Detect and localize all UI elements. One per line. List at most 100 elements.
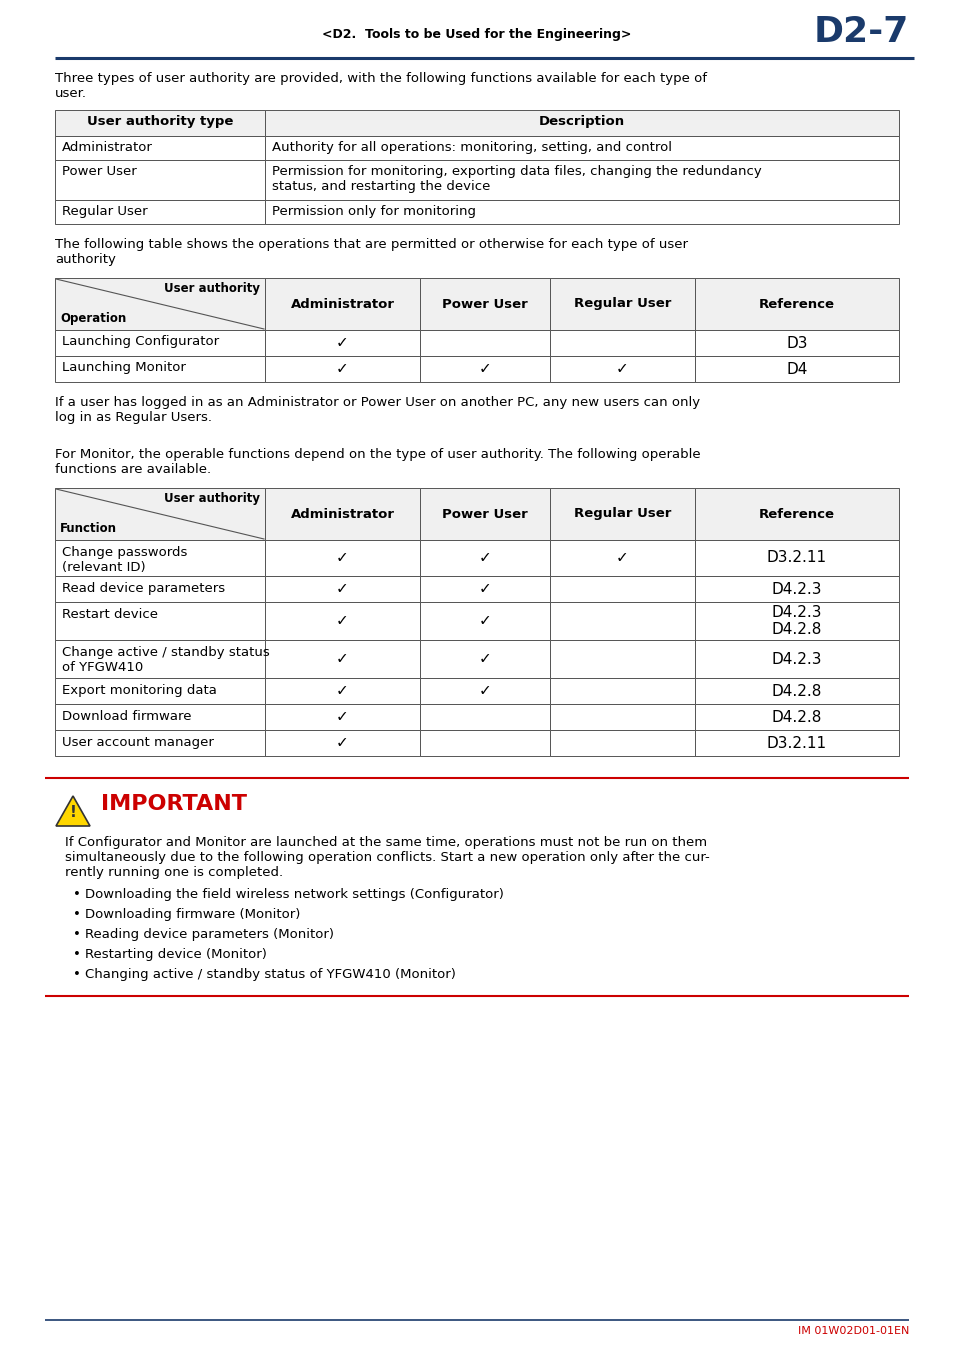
Text: Administrator: Administrator — [291, 508, 395, 521]
Polygon shape — [56, 796, 90, 826]
Bar — [419, 278, 550, 329]
Text: ✓: ✓ — [335, 362, 349, 377]
Bar — [419, 703, 550, 730]
Text: Three types of user authority are provided, with the following functions availab: Three types of user authority are provid… — [55, 72, 706, 100]
Text: D2-7: D2-7 — [813, 15, 908, 49]
Text: Downloading the field wireless network settings (Configurator): Downloading the field wireless network s… — [85, 888, 503, 900]
Text: Change passwords
(relevant ID): Change passwords (relevant ID) — [62, 545, 187, 574]
Bar — [419, 487, 550, 540]
Text: User authority: User authority — [164, 491, 260, 505]
Text: ✓: ✓ — [478, 582, 491, 597]
Text: ✓: ✓ — [335, 336, 349, 351]
Bar — [695, 278, 898, 329]
Text: Reference: Reference — [759, 508, 834, 521]
Bar — [550, 576, 695, 602]
Bar — [265, 161, 898, 200]
Text: ✓: ✓ — [335, 736, 349, 751]
Text: Restart device: Restart device — [62, 608, 158, 621]
Bar — [265, 730, 419, 756]
Bar — [55, 640, 265, 678]
Bar — [419, 540, 550, 576]
Text: Regular User: Regular User — [62, 205, 148, 217]
Text: User authority type: User authority type — [87, 115, 233, 128]
Bar — [265, 678, 419, 703]
Text: Launching Monitor: Launching Monitor — [62, 360, 186, 374]
Text: ✓: ✓ — [478, 613, 491, 629]
Bar — [55, 356, 265, 382]
Bar — [550, 730, 695, 756]
Text: Function: Function — [60, 522, 117, 535]
Bar — [419, 329, 550, 356]
Bar — [55, 136, 265, 161]
Text: •: • — [73, 948, 81, 961]
Text: ✓: ✓ — [478, 652, 491, 667]
Text: D3.2.11: D3.2.11 — [766, 551, 826, 566]
Bar — [419, 730, 550, 756]
Text: Administrator: Administrator — [62, 140, 152, 154]
Bar — [695, 540, 898, 576]
Bar — [419, 356, 550, 382]
Text: ✓: ✓ — [616, 362, 628, 377]
Text: Read device parameters: Read device parameters — [62, 582, 225, 595]
Bar — [695, 576, 898, 602]
Text: •: • — [73, 909, 81, 921]
Text: Permission only for monitoring: Permission only for monitoring — [272, 205, 476, 217]
Text: <D2.  Tools to be Used for the Engineering>: <D2. Tools to be Used for the Engineerin… — [322, 28, 631, 40]
Text: Export monitoring data: Export monitoring data — [62, 684, 216, 697]
Bar — [55, 329, 265, 356]
Text: ✓: ✓ — [335, 551, 349, 566]
Text: IM 01W02D01-01EN: IM 01W02D01-01EN — [797, 1326, 908, 1336]
Bar — [265, 109, 898, 136]
Bar — [55, 678, 265, 703]
Text: D3.2.11: D3.2.11 — [766, 736, 826, 751]
Text: For Monitor, the operable functions depend on the type of user authority. The fo: For Monitor, the operable functions depe… — [55, 448, 700, 477]
Text: User account manager: User account manager — [62, 736, 213, 749]
Text: ✓: ✓ — [335, 710, 349, 725]
Text: Description: Description — [538, 115, 624, 128]
Text: !: ! — [70, 805, 76, 819]
Text: Authority for all operations: monitoring, setting, and control: Authority for all operations: monitoring… — [272, 140, 671, 154]
Bar — [265, 602, 419, 640]
Text: Download firmware: Download firmware — [62, 710, 192, 724]
Text: D4.2.8: D4.2.8 — [771, 710, 821, 725]
Bar — [695, 602, 898, 640]
Text: Operation: Operation — [60, 312, 126, 325]
Text: IMPORTANT: IMPORTANT — [101, 794, 247, 814]
Text: Administrator: Administrator — [291, 297, 395, 310]
Bar — [550, 278, 695, 329]
Bar — [695, 356, 898, 382]
Bar — [55, 703, 265, 730]
Text: ✓: ✓ — [616, 551, 628, 566]
Bar — [550, 356, 695, 382]
Text: Power User: Power User — [441, 297, 527, 310]
Bar — [265, 356, 419, 382]
Bar — [695, 640, 898, 678]
Bar — [550, 487, 695, 540]
Bar — [695, 678, 898, 703]
Text: If Configurator and Monitor are launched at the same time, operations must not b: If Configurator and Monitor are launched… — [65, 836, 709, 879]
Text: Regular User: Regular User — [573, 508, 671, 521]
Text: Reading device parameters (Monitor): Reading device parameters (Monitor) — [85, 927, 334, 941]
Text: ✓: ✓ — [478, 551, 491, 566]
Text: Permission for monitoring, exporting data files, changing the redundancy
status,: Permission for monitoring, exporting dat… — [272, 165, 760, 193]
Bar — [419, 576, 550, 602]
Bar — [55, 109, 265, 136]
Bar — [695, 730, 898, 756]
Text: D4.2.3
D4.2.8: D4.2.3 D4.2.8 — [771, 605, 821, 637]
Text: Regular User: Regular User — [573, 297, 671, 310]
Text: ✓: ✓ — [335, 683, 349, 698]
Bar — [550, 602, 695, 640]
Bar — [550, 640, 695, 678]
Bar — [265, 703, 419, 730]
Bar — [265, 329, 419, 356]
Text: Launching Configurator: Launching Configurator — [62, 335, 219, 348]
Text: Power User: Power User — [62, 165, 136, 178]
Text: D4: D4 — [785, 362, 807, 377]
Text: ✓: ✓ — [478, 683, 491, 698]
Bar — [419, 640, 550, 678]
Bar — [265, 278, 419, 329]
Bar — [265, 200, 898, 224]
Bar — [55, 487, 265, 540]
Bar — [55, 278, 265, 329]
Bar — [55, 161, 265, 200]
